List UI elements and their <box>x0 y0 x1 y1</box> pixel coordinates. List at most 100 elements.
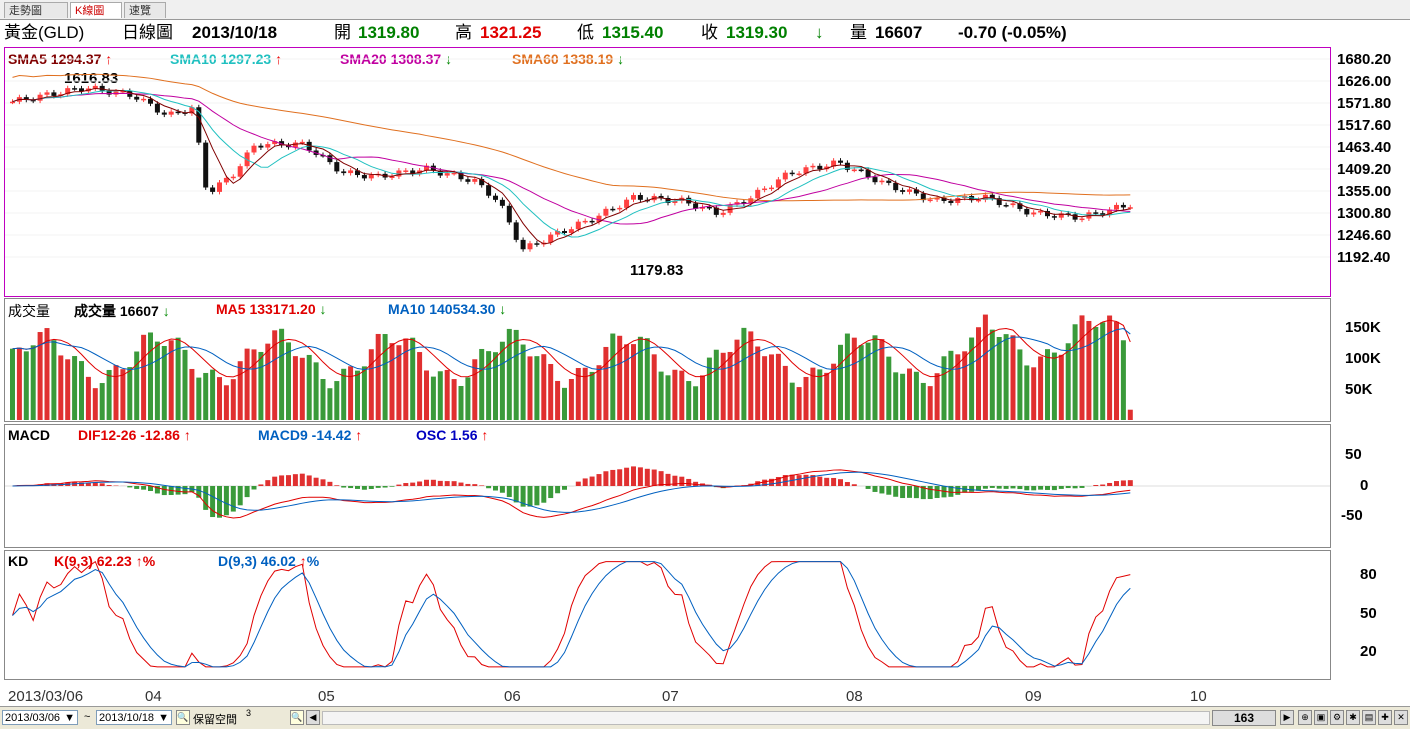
macd-osc-bar <box>396 485 401 486</box>
volume-bar <box>100 383 105 420</box>
kd-k-line <box>13 562 1131 667</box>
price-candle <box>886 181 891 183</box>
volume-bar <box>1052 353 1057 420</box>
macd-osc-bar <box>990 486 995 488</box>
volume-bar <box>120 369 125 420</box>
macd-osc-bar <box>1052 486 1057 490</box>
volume-bar <box>776 354 781 420</box>
close-icon[interactable]: ✕ <box>1394 710 1408 725</box>
volume-bar <box>300 358 305 420</box>
macd-osc-bar <box>452 481 457 486</box>
end-date-select[interactable]: 2013/10/18▼ <box>96 710 172 725</box>
macd-osc-bar <box>1045 486 1050 490</box>
macd-osc-bar <box>576 482 581 486</box>
volume-bar <box>107 370 112 420</box>
price-candle <box>1011 203 1016 205</box>
macd-osc-bar <box>1073 486 1078 488</box>
volume-bar <box>900 374 905 420</box>
macd-osc-bar <box>838 479 843 486</box>
zoom-fit-icon[interactable]: ⊕ <box>1298 710 1312 725</box>
volume-bar <box>148 332 153 420</box>
volume-bar <box>521 345 526 420</box>
macd-osc-bar <box>624 468 629 486</box>
volume-bar <box>93 388 98 420</box>
macd-osc-bar <box>1059 486 1064 489</box>
macd-osc-bar <box>500 486 505 493</box>
volume-bar <box>541 354 546 420</box>
price-candle <box>790 173 795 175</box>
price-candle <box>141 99 146 101</box>
price-candle <box>162 113 167 115</box>
volume-bar <box>824 373 829 420</box>
volume-bar <box>534 356 539 420</box>
macd-osc-bar <box>1011 486 1016 488</box>
price-candle <box>348 170 353 173</box>
volume-bar <box>465 377 470 420</box>
macd-osc-bar <box>852 484 857 486</box>
print-icon[interactable]: ▤ <box>1362 710 1376 725</box>
macd-osc-bar <box>879 486 884 493</box>
bar-count[interactable]: 163 <box>1212 710 1276 726</box>
volume-bar <box>804 377 809 420</box>
price-candle <box>10 102 15 104</box>
price-candle <box>755 190 760 198</box>
volume-bar <box>217 377 222 420</box>
price-candle <box>569 229 574 233</box>
volume-bar <box>196 378 201 420</box>
price-candle <box>493 196 498 200</box>
volume-bar <box>79 361 84 420</box>
macd-osc-bar <box>445 481 450 486</box>
volume-bar <box>942 356 947 420</box>
price-candle <box>155 104 160 113</box>
volume-bar <box>479 349 484 420</box>
price-candle <box>948 201 953 203</box>
price-candle <box>562 231 567 233</box>
macd-osc-bar <box>997 486 1002 489</box>
volume-bar <box>624 344 629 420</box>
scrollbar-track[interactable] <box>322 711 1210 725</box>
volume-bar <box>755 347 760 420</box>
volume-bar <box>258 352 263 420</box>
indicator-icon[interactable]: ⚙ <box>1330 710 1344 725</box>
volume-bar <box>879 339 884 420</box>
reserve-value: 3 <box>246 708 251 718</box>
volume-bar <box>528 356 533 420</box>
crosshair-icon[interactable]: ✚ <box>1378 710 1392 725</box>
macd-osc-bar <box>590 477 595 486</box>
start-date-select[interactable]: 2013/03/06▼ <box>2 710 78 725</box>
macd-osc-bar <box>1107 483 1112 486</box>
price-candle <box>258 146 263 148</box>
price-candle <box>362 175 367 178</box>
price-candle <box>265 144 270 147</box>
volume-bar <box>659 372 664 420</box>
price-candle <box>838 161 843 163</box>
volume-bar <box>31 345 36 420</box>
zoom-out-icon[interactable]: 🔍 <box>290 710 304 725</box>
volume-bar <box>348 366 353 420</box>
macd-osc-bar <box>410 483 415 486</box>
macd-osc-bar <box>638 467 643 486</box>
macd-osc-bar <box>955 486 960 495</box>
settings-icon[interactable]: ✱ <box>1346 710 1360 725</box>
volume-bar <box>51 340 56 420</box>
chart-type-icon[interactable]: ▣ <box>1314 710 1328 725</box>
macd-osc-bar <box>1038 486 1043 490</box>
macd-osc-bar <box>431 480 436 486</box>
scroll-left-icon[interactable]: ◀ <box>306 710 320 725</box>
volume-bar <box>486 351 491 420</box>
price-candle <box>1031 213 1036 215</box>
volume-bar <box>873 335 878 420</box>
macd-osc-bar <box>845 482 850 486</box>
price-candle <box>334 162 339 171</box>
macd-osc-bar <box>459 483 464 486</box>
scroll-right-icon[interactable]: ▶ <box>1280 710 1294 725</box>
price-candle <box>783 173 788 180</box>
volume-bar <box>748 331 753 420</box>
macd-osc-bar <box>479 485 484 486</box>
volume-bar <box>617 336 622 420</box>
macd-osc-bar <box>1080 486 1085 488</box>
volume-bar <box>838 345 843 420</box>
zoom-in-icon[interactable]: 🔍 <box>176 710 190 725</box>
price-candle <box>852 170 857 172</box>
volume-bar <box>155 342 160 420</box>
